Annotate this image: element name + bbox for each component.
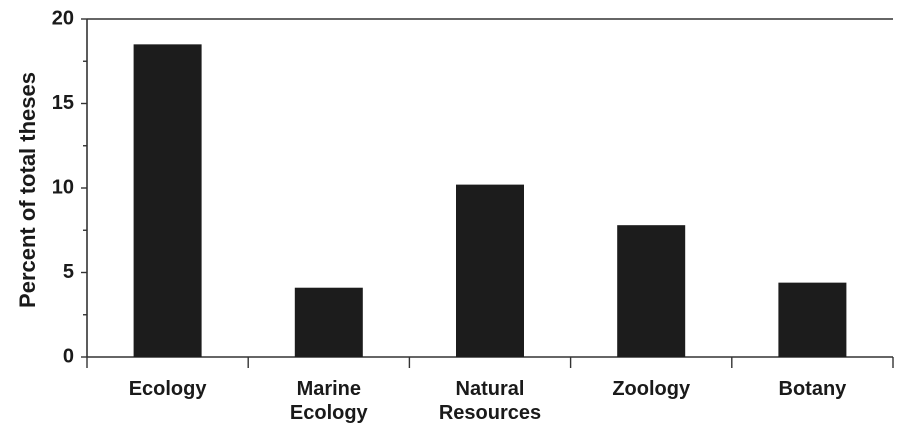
bar [617, 225, 686, 357]
x-category-label: Resources [439, 402, 541, 424]
y-tick-label: 20 [52, 7, 74, 29]
bar [778, 282, 847, 357]
bar [294, 287, 363, 357]
bar [133, 44, 202, 357]
y-axis-title: Percent of total theses [15, 72, 40, 308]
x-category-label: Botany [779, 378, 848, 400]
y-tick-label: 0 [63, 345, 74, 367]
y-tick-label: 5 [63, 261, 74, 283]
x-category-label: Marine [297, 378, 361, 400]
x-category-label: Ecology [290, 402, 369, 424]
x-category-label: Natural [456, 378, 525, 400]
y-tick-label: 10 [52, 176, 74, 198]
y-tick-label: 15 [52, 92, 74, 114]
x-category-label: Ecology [129, 378, 208, 400]
bar [456, 184, 524, 357]
x-category-label: Zoology [612, 378, 691, 400]
